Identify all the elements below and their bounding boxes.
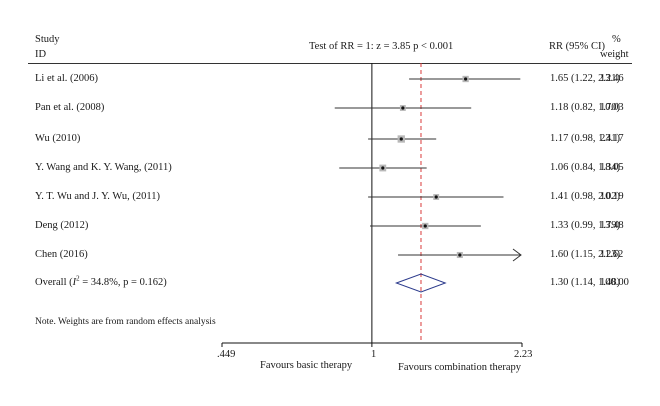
header-rule <box>28 63 632 64</box>
study-name: Deng (2012) <box>35 220 89 231</box>
study-name: Chen (2016) <box>35 249 88 260</box>
study-weight: 23.17 <box>600 133 624 144</box>
study-ci: 1.41 (0.98, 2.02) <box>550 191 620 202</box>
study-ci: 1.18 (0.82, 1.70) <box>550 102 620 113</box>
overall-diamond <box>394 273 447 293</box>
test-statistic: Test of RR = 1: z = 3.85 p < 0.001 <box>309 41 454 52</box>
tick-label-null: 1 <box>371 349 377 360</box>
study-name: Wu (2010) <box>35 133 81 144</box>
study-ci: 1.33 (0.99, 1.79) <box>550 220 620 231</box>
point-estimate <box>423 224 427 228</box>
study-ci: 1.06 (0.84, 1.34) <box>550 162 620 173</box>
tick-label-max: 2.23 <box>514 349 533 360</box>
favours-combination-label: Favours combination therapy <box>398 362 522 373</box>
study-name: Li et al. (2006) <box>35 73 98 84</box>
study-weight: 18.05 <box>600 162 624 173</box>
study-ci: 1.17 (0.98, 1.41) <box>550 133 620 144</box>
point-estimate <box>401 106 405 110</box>
overall-ci: 1.30 (1.14, 1.48) <box>550 277 620 288</box>
study-ci: 1.65 (1.22, 2.21) <box>550 73 620 84</box>
study-weight: 11.62 <box>600 249 624 260</box>
study-weight: 13.46 <box>600 73 624 84</box>
favours-basic-label: Favours basic therapy <box>260 360 353 371</box>
ci-arrow <box>512 248 522 262</box>
study-weight: 10.19 <box>600 191 624 202</box>
tick-label-min: .449 <box>217 349 236 360</box>
weight-header-percent: % <box>612 34 621 45</box>
study-weight: 13.48 <box>600 220 624 231</box>
study-name: Y. Wang and K. Y. Wang, (2011) <box>35 162 172 173</box>
study-weight: 10.03 <box>600 102 624 113</box>
id-header: ID <box>35 49 47 60</box>
ci-header: RR (95% CI) <box>549 41 605 52</box>
study-ci: 1.60 (1.15, 2.23) <box>550 249 620 260</box>
point-estimate <box>381 166 385 170</box>
weight-header: weight <box>600 49 629 60</box>
study-name: Y. T. Wu and J. Y. Wu, (2011) <box>35 191 160 202</box>
overall-label: Overall (I2 = 34.8%, p = 0.162) <box>35 274 167 288</box>
note-text: Note. Weights are from random effects an… <box>35 317 216 327</box>
point-estimate <box>399 137 403 141</box>
overall-weight: 100.00 <box>600 277 629 288</box>
study-name: Pan et al. (2008) <box>35 102 105 113</box>
point-estimate <box>434 195 438 199</box>
point-estimate <box>464 77 468 81</box>
point-estimate <box>458 253 462 257</box>
study-header: Study <box>35 34 60 45</box>
